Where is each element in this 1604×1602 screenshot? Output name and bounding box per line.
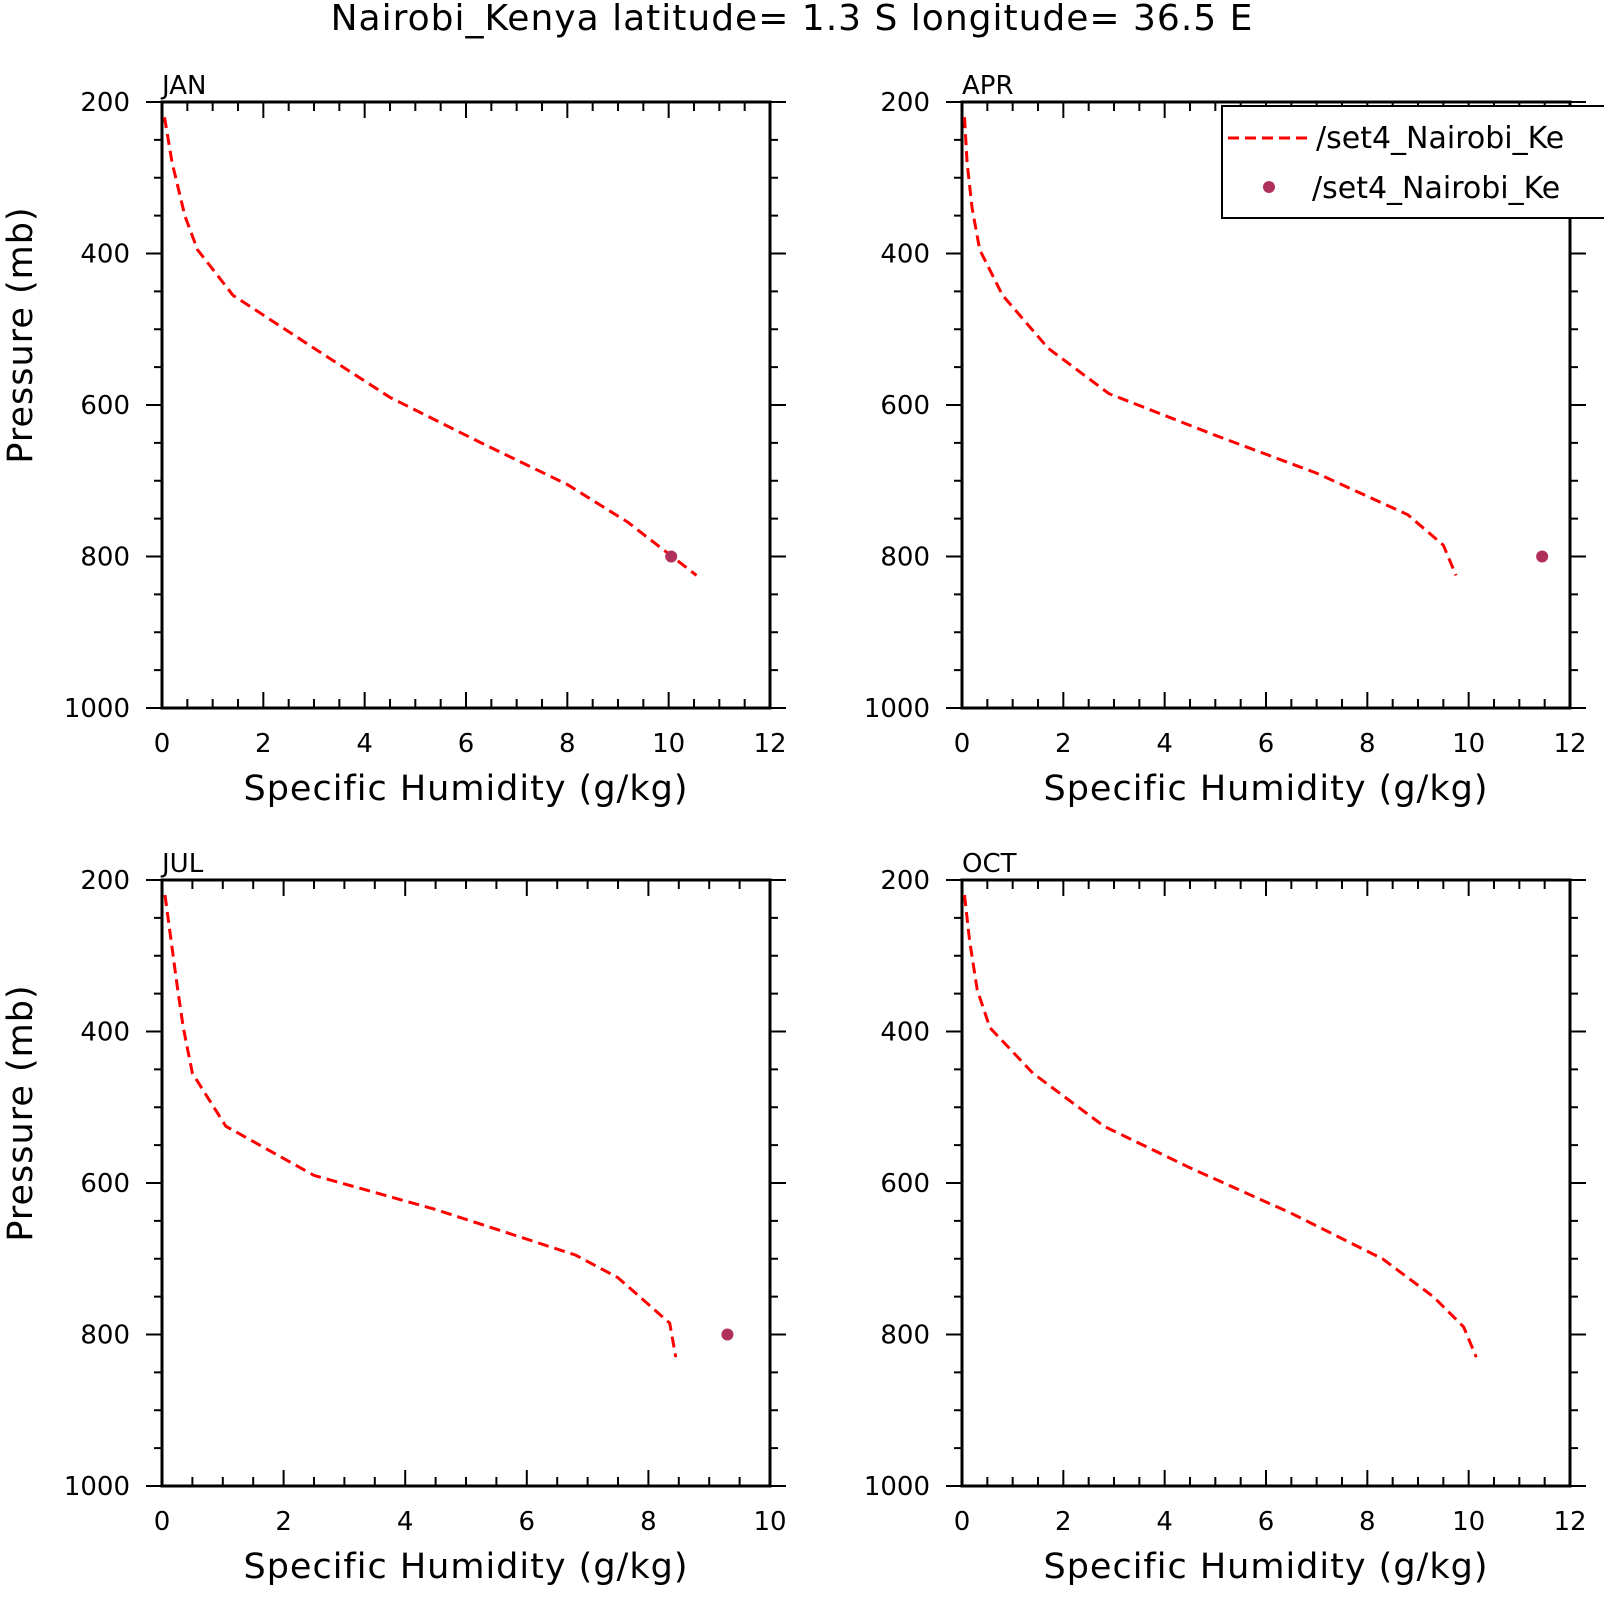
y-tick-label: 400	[80, 240, 130, 270]
panel-label: JAN	[160, 71, 206, 101]
x-tick-label: 6	[1258, 729, 1275, 759]
y-tick-label: 800	[80, 1321, 130, 1351]
y-tick-label: 200	[80, 866, 130, 896]
x-tick-label: 2	[255, 729, 272, 759]
x-tick-label: 2	[1055, 1507, 1072, 1537]
legend-swatch-marker	[1263, 181, 1275, 193]
panel-jan: JAN 0 2 4 6 8 10 12 200 400 600 800 1000 Specific Hum…	[1, 71, 787, 809]
x-axis-label: Specific Humidity (g/kg)	[244, 769, 689, 809]
jul-model-profile-line	[163, 894, 678, 1358]
y-tick-label: 400	[80, 1018, 130, 1048]
x-tick-label: 12	[753, 729, 786, 759]
legend: /set4_Nairobi_Ke/set4_Nairobi_Ke	[1221, 105, 1604, 219]
y-tick-label: 600	[880, 391, 930, 421]
x-tick-label: 12	[1553, 1507, 1586, 1537]
y-axis-label: Pressure (mb)	[1, 984, 41, 1241]
y-tick-label: 1000	[64, 694, 130, 724]
x-tick-label: 10	[652, 729, 685, 759]
x-axis-label: Specific Humidity (g/kg)	[244, 1547, 689, 1587]
legend-box	[1221, 105, 1604, 219]
x-tick-label: 6	[519, 1507, 536, 1537]
x-tick-label: 8	[1359, 729, 1376, 759]
panel-label: OCT	[962, 849, 1017, 879]
panel-label: JUL	[160, 849, 204, 879]
x-tick-label: 8	[559, 729, 576, 759]
jul-observation-point	[721, 1328, 734, 1341]
y-tick-label: 200	[80, 88, 130, 118]
plot-frame	[160, 100, 772, 710]
y-tick-label: 400	[880, 240, 930, 270]
x-tick-label: 2	[1055, 729, 1072, 759]
legend-label: /set4_Nairobi_Ke	[1312, 171, 1560, 206]
x-tick-label: 6	[1258, 1507, 1275, 1537]
x-tick-label: 4	[1156, 1507, 1173, 1537]
x-tick-label: 0	[954, 729, 971, 759]
apr-model-profile-line	[963, 117, 1458, 576]
y-tick-label: 800	[880, 1321, 930, 1351]
y-tick-label: 800	[880, 543, 930, 573]
y-tick-label: 600	[80, 1169, 130, 1199]
y-tick-label: 800	[80, 543, 130, 573]
plot-frame	[960, 878, 1572, 1488]
y-tick-label: 1000	[864, 694, 930, 724]
legend-label: /set4_Nairobi_Ke	[1316, 121, 1564, 156]
x-tick-label: 6	[458, 729, 475, 759]
figure-title: Nairobi_Kenya latitude= 1.3 S longitude=…	[331, 0, 1254, 39]
x-tick-label: 8	[640, 1507, 657, 1537]
y-tick-label: 600	[880, 1169, 930, 1199]
x-tick-label: 10	[753, 1507, 786, 1537]
x-tick-label: 4	[397, 1507, 414, 1537]
x-axis-label: Specific Humidity (g/kg)	[1044, 769, 1489, 809]
panel-oct: OCT 0 2 4 6 8 10 12 200 400 600 800 1000 Specific Hum…	[864, 849, 1587, 1587]
x-axis-label: Specific Humidity (g/kg)	[1044, 1547, 1489, 1587]
x-tick-label: 4	[356, 729, 373, 759]
y-tick-label: 200	[880, 866, 930, 896]
x-tick-label: 4	[1156, 729, 1173, 759]
x-tick-label: 10	[1452, 729, 1485, 759]
y-axis-label: Pressure (mb)	[1, 206, 41, 463]
plot-frame	[160, 878, 772, 1488]
y-tick-label: 1000	[864, 1472, 930, 1502]
x-tick-label: 10	[1452, 1507, 1485, 1537]
x-tick-label: 0	[154, 1507, 171, 1537]
y-tick-label: 1000	[64, 1472, 130, 1502]
x-tick-label: 8	[1359, 1507, 1376, 1537]
jan-model-profile-line	[163, 116, 698, 577]
jan-observation-point	[665, 550, 678, 563]
x-tick-label: 0	[154, 729, 171, 759]
panel-jul: JUL 0 2 4 6 8 10 200 400 600 800 1000 Specific Humid…	[1, 849, 787, 1587]
y-tick-label: 200	[880, 88, 930, 118]
x-tick-label: 12	[1553, 729, 1586, 759]
x-tick-label: 0	[954, 1507, 971, 1537]
x-tick-label: 2	[275, 1507, 292, 1537]
oct-model-profile-line	[963, 894, 1478, 1358]
apr-observation-point	[1536, 550, 1549, 563]
y-tick-label: 600	[80, 391, 130, 421]
panel-label: APR	[962, 71, 1014, 101]
y-tick-label: 400	[880, 1018, 930, 1048]
